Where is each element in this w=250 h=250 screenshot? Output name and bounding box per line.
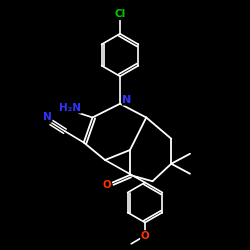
Text: N: N: [43, 112, 52, 122]
Text: O: O: [103, 180, 112, 190]
Text: O: O: [140, 231, 149, 241]
Text: N: N: [122, 95, 132, 105]
Text: Cl: Cl: [114, 10, 126, 20]
Text: H₂N: H₂N: [59, 103, 81, 113]
